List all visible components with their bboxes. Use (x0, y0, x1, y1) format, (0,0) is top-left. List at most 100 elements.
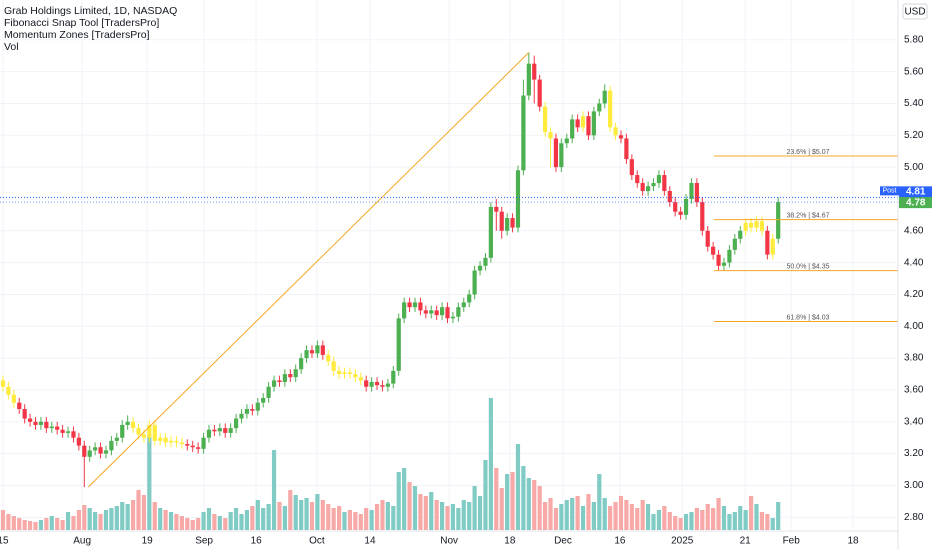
y-tick-label: 3.60 (904, 385, 924, 396)
volume-bar (450, 504, 456, 530)
volume-bar (608, 506, 613, 530)
volume-bar (304, 498, 309, 530)
candle-body (505, 218, 510, 231)
volume-bar (168, 512, 174, 530)
candle-body (266, 386, 271, 398)
candle-body (331, 361, 336, 371)
candle-body (174, 440, 179, 443)
volume-bar (82, 505, 87, 530)
candle-body (11, 394, 16, 403)
candle-body (412, 302, 418, 308)
volume-bar (27, 521, 33, 530)
volume-bar (196, 518, 201, 530)
volume-bar (423, 496, 428, 530)
volume-bar (602, 498, 607, 530)
candle-body (537, 79, 542, 107)
x-tick-label: Oct (309, 536, 325, 547)
volume-bar (477, 496, 483, 530)
volume-bar (700, 510, 705, 530)
legend-title: Grab Holdings Limited, 1D, NASDAQ (4, 5, 177, 17)
volume-bar (0, 510, 6, 530)
candle-body (87, 450, 92, 457)
candle-body (472, 270, 477, 295)
volume-bar (385, 502, 390, 530)
volume-bar (770, 518, 775, 530)
candle-body (673, 202, 678, 212)
y-tick-label: 5.80 (904, 34, 924, 45)
volume-bar (228, 512, 233, 530)
candle-body (678, 211, 683, 215)
y-tick-label: 5.40 (904, 98, 924, 109)
volume-bar (250, 506, 255, 530)
fib-label: 50.0% | $4.35 (786, 263, 829, 270)
last-price-box (899, 197, 932, 209)
volume-bar (271, 450, 277, 530)
candle-body (765, 230, 770, 255)
candle-body (358, 377, 363, 381)
candle-body (418, 302, 423, 311)
volume-bar (407, 482, 412, 530)
candle-body (618, 135, 624, 139)
candle-body (217, 428, 222, 432)
candle-body (201, 437, 206, 449)
volume-bar (526, 478, 531, 530)
candle-body (55, 426, 60, 430)
volume-bar (114, 506, 119, 530)
volume-bar (727, 514, 732, 530)
volume-bar (553, 508, 559, 530)
candle-body (716, 254, 721, 266)
candle-body (700, 202, 705, 231)
candle-body (656, 175, 662, 184)
volume-bar (396, 472, 401, 530)
y-tick-label: 5.60 (904, 66, 924, 77)
candle-body (559, 143, 564, 168)
candle-body (640, 183, 645, 191)
volume-bar (261, 508, 266, 530)
candle-body (532, 63, 537, 80)
volume-bar (38, 520, 44, 530)
y-tick-label: 4.60 (904, 225, 924, 236)
candle-body (743, 222, 748, 231)
candle-body (206, 429, 212, 438)
volume-bar (624, 500, 629, 530)
legend-indicator: Fibonacci Snap Tool [TradersPro] (4, 17, 159, 29)
candle-body (591, 111, 596, 136)
volume-bar (662, 506, 667, 530)
candle-body (499, 211, 504, 231)
candle-body (223, 428, 228, 433)
candle-body (125, 421, 130, 425)
candle-body (488, 206, 493, 258)
candle-body (483, 257, 488, 266)
volume-bar (223, 518, 228, 530)
y-tick-label: 4.20 (904, 289, 924, 300)
candle-body (434, 310, 439, 316)
y-tick-label: 5.20 (904, 130, 924, 141)
candle-body (130, 421, 136, 429)
volume-bar (342, 512, 347, 530)
candle-body (168, 440, 174, 443)
candle-body (727, 249, 732, 263)
volume-bar (618, 496, 624, 530)
candle-body (467, 294, 472, 303)
volume-bar (575, 496, 580, 530)
candle-body (250, 409, 255, 411)
volume-bar (521, 466, 526, 530)
volume-bar (120, 502, 125, 530)
candle-body (542, 106, 548, 133)
post-tag (880, 186, 899, 196)
volume-bar (201, 512, 206, 530)
x-tick-label: 2025 (671, 536, 694, 547)
volume-bar (748, 496, 754, 530)
candle-body (494, 206, 499, 212)
candle-body (228, 428, 233, 433)
volume-bar (60, 520, 65, 530)
candle-body (586, 116, 591, 136)
candle-body (326, 354, 331, 362)
volume-bar (239, 514, 244, 530)
volume-bar (645, 504, 651, 530)
candle-body (738, 230, 743, 239)
volume-bar (711, 508, 716, 530)
candle-body (364, 380, 369, 387)
volume-bar (754, 504, 759, 530)
candle-body (521, 95, 526, 171)
